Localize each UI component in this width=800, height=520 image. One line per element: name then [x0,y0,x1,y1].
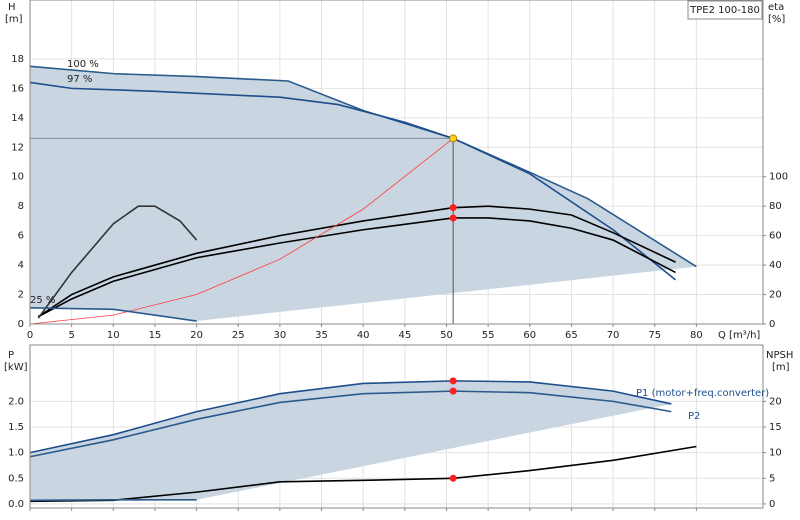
y-tick-label: 10 [11,172,24,183]
curve [29,138,454,325]
duty-point [449,387,457,395]
curve [29,445,697,503]
y-label: P [8,350,14,361]
x-tick-label: 50 [440,330,453,341]
y2-tick-label: 40 [769,260,782,271]
y2-unit: [m] [772,362,790,373]
x-tick-label: 75 [648,330,661,341]
series-label: 97 % [67,74,92,85]
y2-label: NPSH [766,350,793,361]
y-unit: [kW] [4,362,28,373]
curve [29,498,197,502]
y-tick-label: 12 [11,142,24,153]
y-tick-label: 0.0 [8,499,24,510]
y-tick-label: 14 [11,113,24,124]
x-tick-label: 10 [107,330,120,341]
chart-title: TPE2 100-180 [689,5,760,16]
y2-tick-label: 10 [769,448,782,459]
x-tick-label: 25 [232,330,245,341]
y-tick-label: 0.5 [8,473,24,484]
y2-tick-label: 80 [769,201,782,212]
y2-tick-label: 0 [769,319,775,330]
plot-frame [29,344,764,509]
x-tick-label: 15 [149,330,162,341]
y2-tick-label: 100 [769,172,788,183]
y-tick-label: 4 [18,260,24,271]
y2-tick-label: 15 [769,422,782,433]
y2-label: eta [768,2,784,13]
x-tick-label: 40 [357,330,370,341]
series-label: 100 % [67,59,99,70]
curve [37,217,676,318]
plot-frame [29,0,764,325]
curve [37,205,676,318]
series-label: P1 (motor+freq.converter) [636,388,769,399]
y2-tick-label: 5 [769,473,775,484]
x-tick-label: 0 [27,330,33,341]
x-tick-label: 55 [482,330,495,341]
x-tick-label: 60 [523,330,536,341]
operating-area [30,380,672,501]
y-tick-label: 6 [18,231,24,242]
y-tick-label: 16 [11,83,24,94]
curve [29,81,677,281]
x-tick-label: 65 [565,330,578,341]
curve [29,307,197,322]
x-tick-label: 5 [68,330,74,341]
y2-tick-label: 60 [769,231,782,242]
y-tick-label: 1.0 [8,448,24,459]
curve [37,205,198,319]
curve [29,380,672,454]
title-box [687,0,763,20]
y-tick-label: 2.0 [8,396,24,407]
y-tick-label: 8 [18,201,24,212]
x-tick-label: 30 [274,330,287,341]
y-unit: [m] [5,14,23,25]
series-label: 25 % [30,295,55,306]
x-tick-label: 20 [190,330,203,341]
duty-point [449,204,457,212]
y2-tick-label: 20 [769,396,782,407]
x-label: Q [m³/h] [718,330,760,341]
y-tick-label: 18 [11,54,24,65]
x-tick-label: 80 [690,330,703,341]
duty-point [449,377,457,385]
x-tick-label: 70 [607,330,620,341]
x-tick-label: 45 [398,330,411,341]
y2-tick-label: 0 [769,499,775,510]
duty-point [449,134,458,143]
duty-point [449,474,457,482]
duty-point [449,214,457,222]
x-tick-label: 35 [315,330,328,341]
y-tick-label: 2 [18,290,24,301]
y-tick-label: 1.5 [8,422,24,433]
curve [29,390,672,458]
y-tick-label: 0 [18,319,24,330]
y2-unit: [%] [768,14,785,25]
y-label: H [8,2,16,13]
series-label: P2 [688,411,700,422]
y2-tick-label: 20 [769,290,782,301]
